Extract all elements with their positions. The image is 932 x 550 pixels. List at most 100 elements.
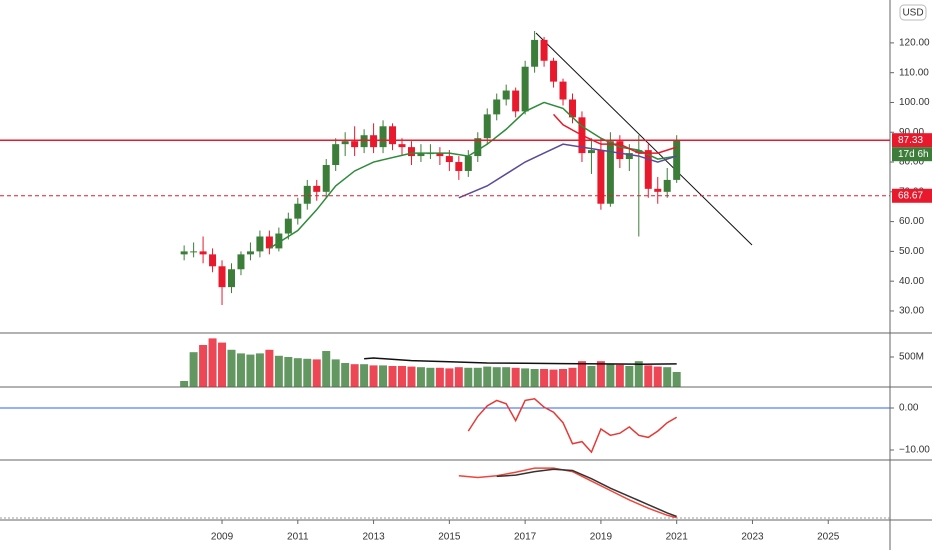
- candle-body: [663, 179, 671, 192]
- y-tick-label: −10.00: [899, 445, 930, 456]
- volume-bar: [445, 368, 454, 387]
- candle-body: [521, 66, 529, 112]
- volume-bar: [180, 380, 189, 387]
- volume-bar: [322, 350, 331, 387]
- candle-body: [227, 269, 235, 288]
- candle-body: [246, 251, 254, 255]
- candle-body: [360, 135, 368, 148]
- volume-bar: [397, 365, 406, 387]
- candle-body: [455, 162, 463, 171]
- candle-body: [370, 135, 378, 148]
- price-label: 68.67: [898, 190, 923, 201]
- candle-body: [512, 90, 520, 112]
- volume-bar: [246, 354, 255, 387]
- volume-bar: [227, 349, 236, 387]
- candle-body: [341, 141, 349, 145]
- candle-body: [256, 236, 264, 252]
- volume-bar: [312, 359, 321, 387]
- volume-bar: [568, 367, 577, 387]
- moving-average: [458, 143, 677, 199]
- volume-bar: [483, 366, 492, 387]
- candle-body: [209, 254, 217, 267]
- candle-body: [218, 266, 226, 288]
- volume-bar: [255, 353, 264, 387]
- volume-bar: [265, 349, 274, 387]
- candle-body: [644, 150, 652, 189]
- volume-bar: [663, 367, 672, 387]
- volume-bar: [502, 367, 511, 387]
- candle-body: [398, 144, 406, 148]
- candle-body: [616, 141, 624, 160]
- volume-bar: [284, 356, 293, 387]
- candle-body: [332, 144, 340, 166]
- volume-bar: [435, 367, 444, 387]
- candle-body: [568, 99, 576, 118]
- candle-body: [464, 156, 472, 171]
- x-tick-label: 2019: [590, 532, 613, 543]
- y-tick-label: 120.00: [899, 38, 930, 49]
- volume-bar: [407, 366, 416, 387]
- countdown: 17d 6h: [898, 149, 929, 160]
- candle-body: [199, 251, 207, 255]
- volume-bar: [388, 365, 397, 387]
- candle-body: [587, 150, 595, 154]
- volume-bar: [189, 352, 198, 387]
- volume-bar: [492, 367, 501, 387]
- candle-body: [606, 141, 614, 204]
- candle-body: [294, 203, 302, 219]
- candle-body: [635, 150, 643, 154]
- candle-body: [351, 141, 359, 148]
- volume-bar: [236, 353, 245, 387]
- volume-bar: [274, 355, 283, 387]
- y-tick-label: 50.00: [899, 246, 924, 257]
- candle-body: [265, 236, 273, 249]
- volume-bar: [511, 367, 520, 387]
- volume-bar: [644, 365, 653, 387]
- candle-body: [417, 153, 425, 157]
- volume-bar: [615, 364, 624, 387]
- candle-body: [284, 218, 292, 234]
- volume-bar: [293, 358, 302, 387]
- volume-bar: [587, 365, 596, 387]
- y-tick-label: 40.00: [899, 276, 924, 287]
- volume-bar: [540, 368, 549, 387]
- volume-bar: [672, 371, 681, 387]
- candle-body: [483, 114, 491, 139]
- volume-bar: [473, 367, 482, 387]
- candle-body: [540, 39, 548, 61]
- candle-body: [436, 153, 444, 157]
- volume-bar: [606, 363, 615, 387]
- volume-bar: [634, 361, 643, 387]
- volume-average: [364, 357, 677, 365]
- moving-average: [552, 113, 677, 154]
- candle-body: [322, 165, 330, 192]
- candle-body: [389, 126, 397, 145]
- volume-bar: [521, 368, 530, 387]
- volume-bar: [426, 367, 435, 387]
- volume-bar: [653, 366, 662, 387]
- y-tick-label: 100.00: [899, 97, 930, 108]
- candle-body: [654, 188, 662, 192]
- x-tick-label: 2021: [666, 532, 689, 543]
- candle-body: [531, 39, 539, 67]
- y-tick-label: 30.00: [899, 306, 924, 317]
- indicator-line: [467, 397, 678, 454]
- candle-body: [493, 99, 501, 115]
- y-tick-label: 500M: [899, 352, 924, 363]
- candle-body: [180, 251, 188, 255]
- x-tick-label: 2009: [211, 532, 234, 543]
- countdown-box: [892, 147, 932, 162]
- candle-body: [502, 90, 510, 100]
- candle-body: [237, 254, 245, 270]
- volume-bar: [208, 338, 217, 387]
- candle-body: [190, 251, 198, 253]
- volume-bar: [379, 365, 388, 387]
- y-tick-label: 90.00: [899, 127, 924, 138]
- volume-bar: [454, 367, 463, 387]
- volume-bar: [218, 342, 227, 387]
- candle-body: [474, 138, 482, 157]
- x-tick-label: 2017: [514, 532, 537, 543]
- volume-bar: [625, 365, 634, 387]
- trend-line: [535, 32, 753, 246]
